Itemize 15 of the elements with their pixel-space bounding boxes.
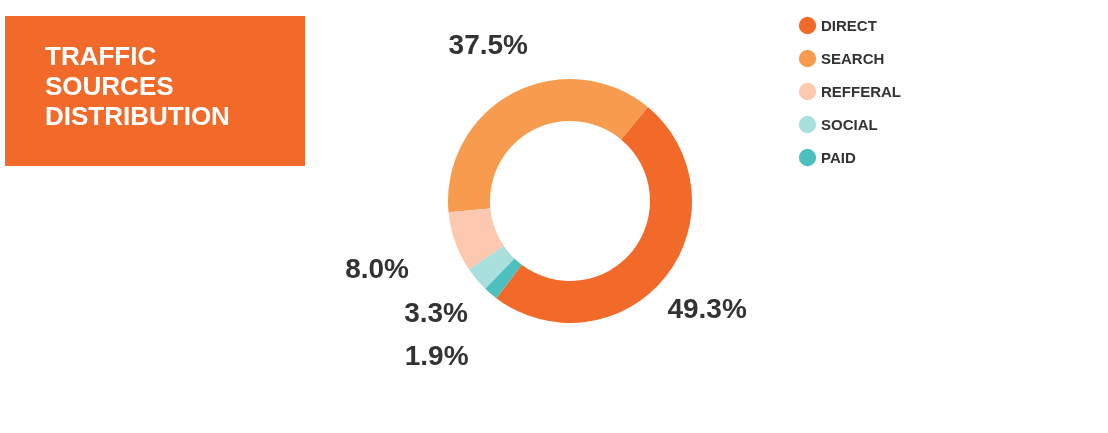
legend-label: REFFERAL	[821, 82, 901, 100]
donut-slice	[469, 245, 515, 289]
donut-slice	[448, 208, 504, 270]
data-label: 37.5%	[448, 29, 529, 61]
data-label: 49.3%	[667, 292, 747, 324]
donut-slice	[448, 79, 648, 213]
data-label: 3.3%	[404, 296, 469, 328]
text: TRAFFIC SOURCES DISTRIBUTION	[45, 41, 230, 131]
legend-label: SEARCH	[821, 49, 885, 67]
legend-label: PAID	[821, 148, 856, 166]
data-label: 1.9%	[404, 339, 469, 371]
donut-slice	[485, 258, 522, 299]
data-label: 8.0%	[345, 253, 410, 285]
legend-label: DIRECT	[821, 16, 877, 34]
legend-label: SOCIAL	[821, 115, 878, 133]
